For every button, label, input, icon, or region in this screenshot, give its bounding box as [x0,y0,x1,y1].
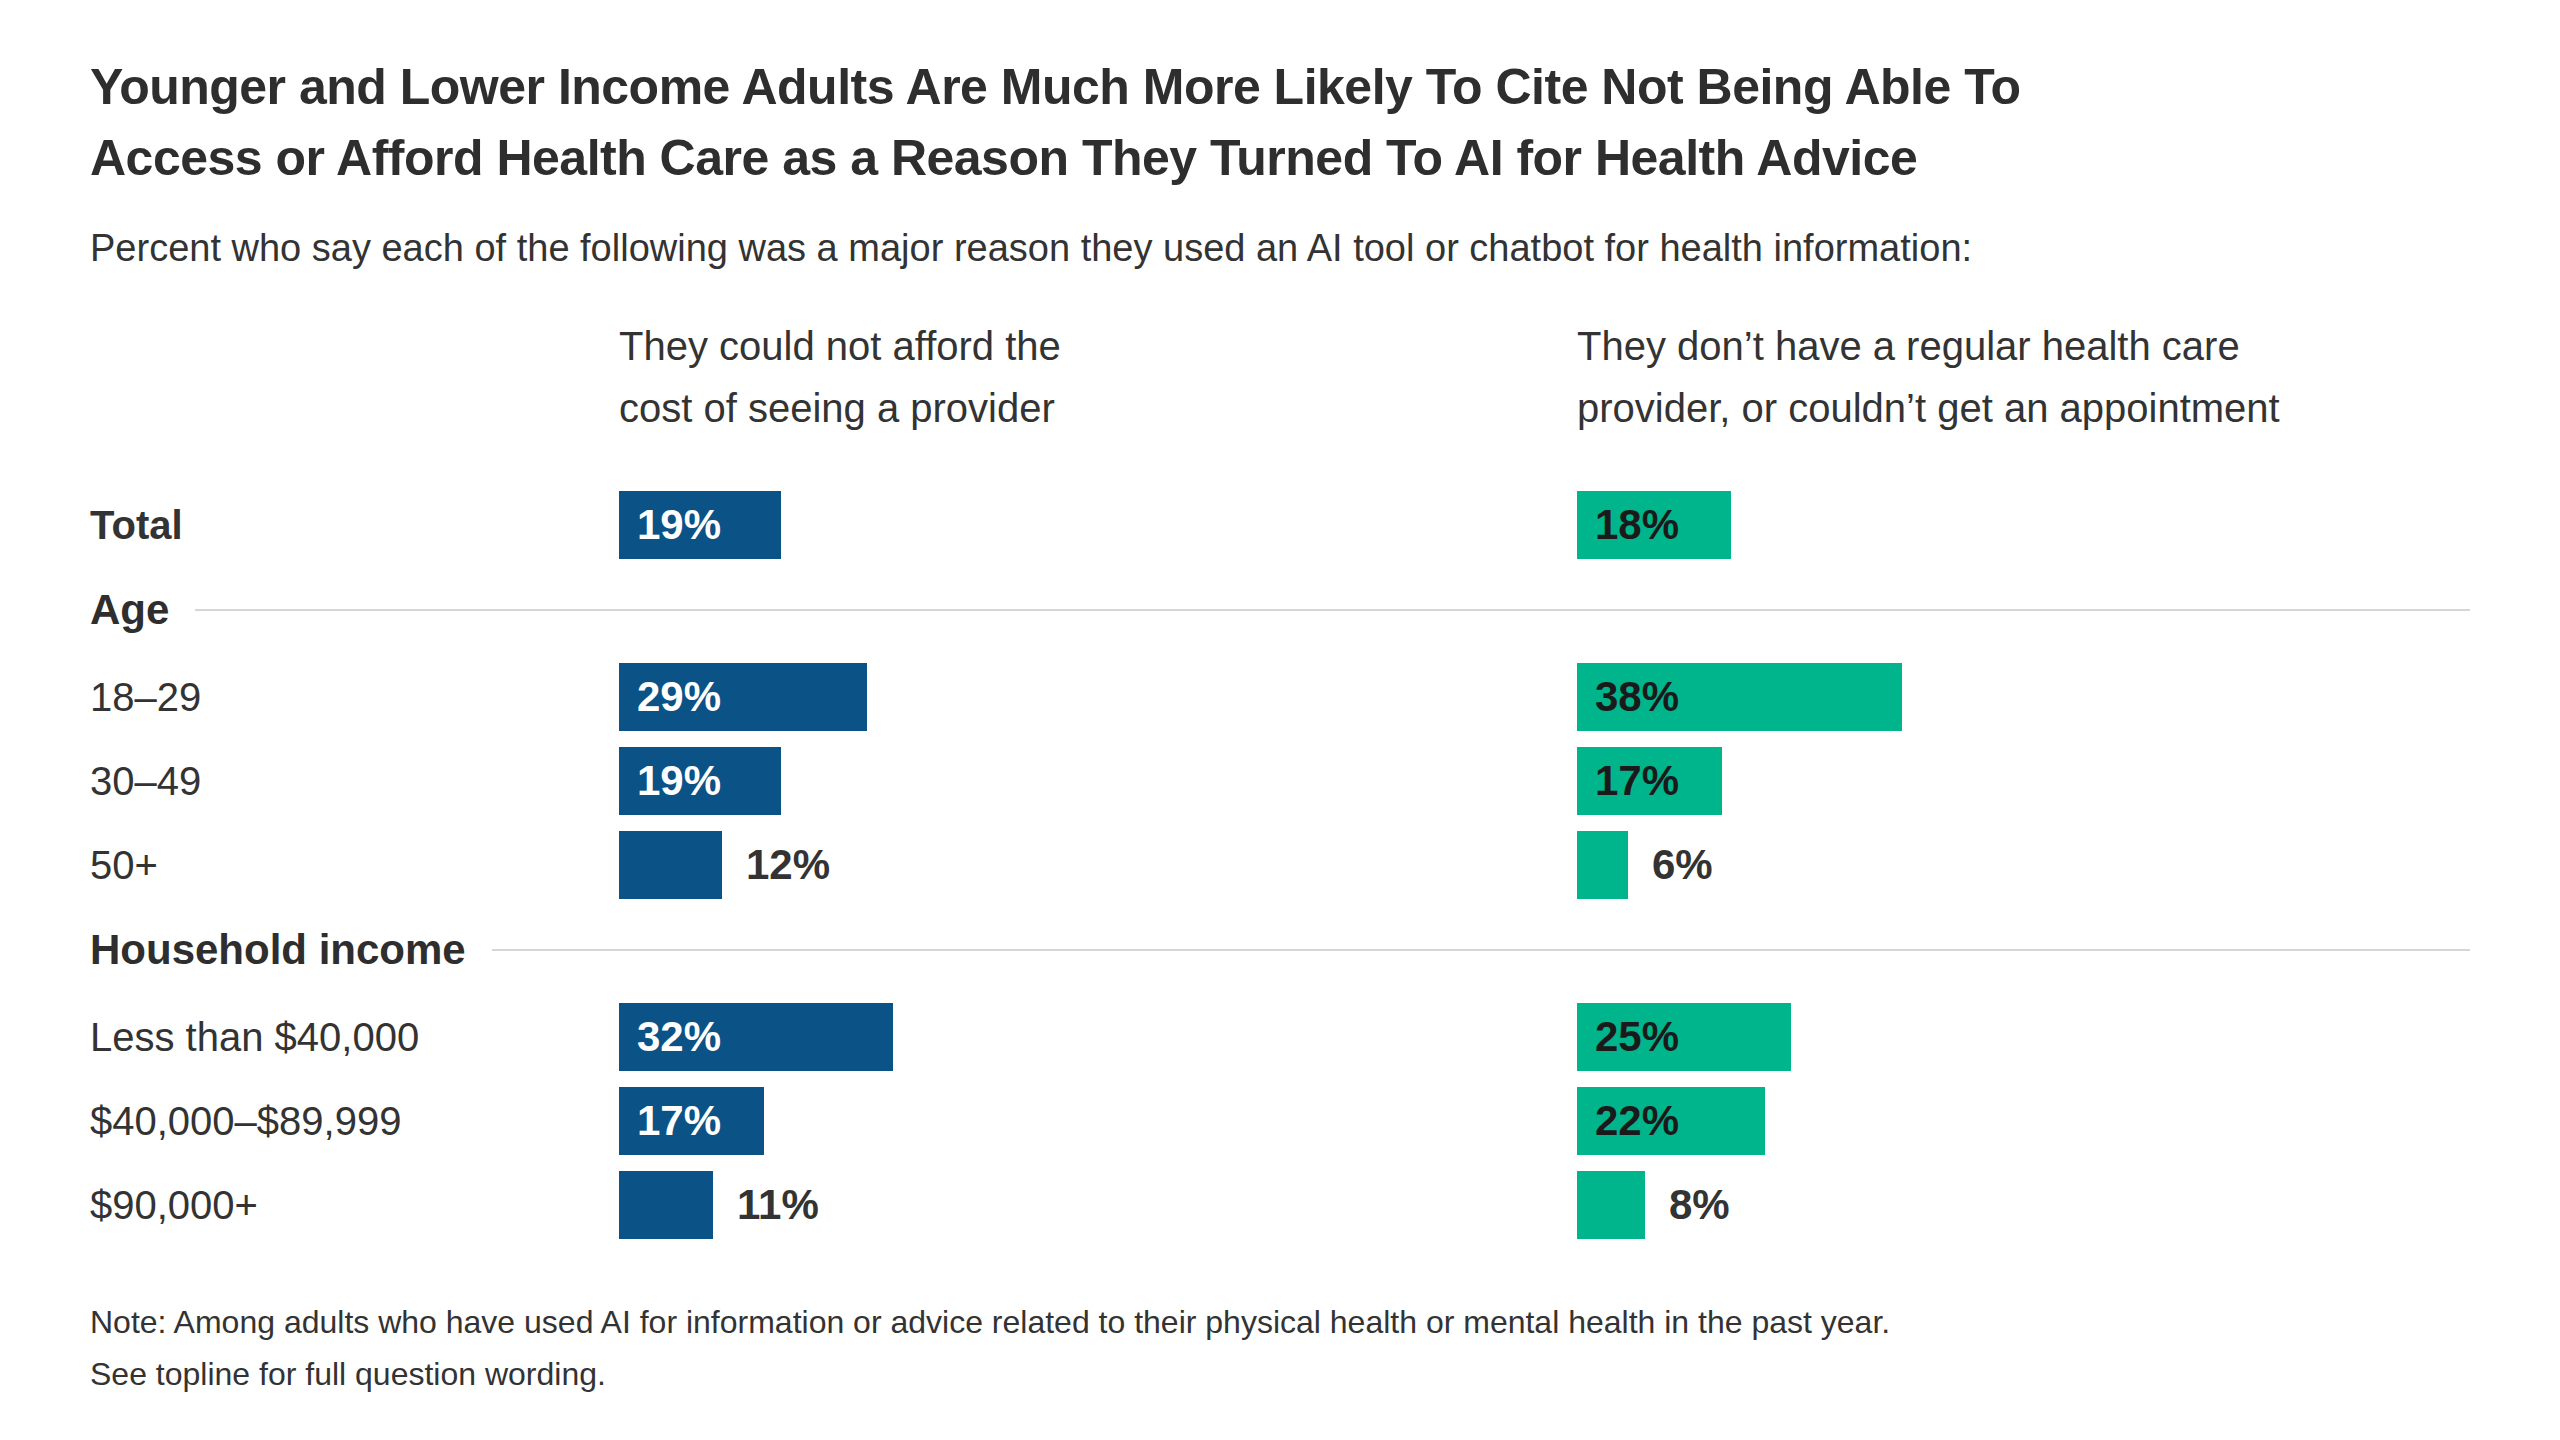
section-divider-line [195,609,2470,611]
bar-value-label: 22% [1577,1097,1679,1145]
bar-cell-affordability: 17% [619,1087,1577,1155]
chart-row-30-49: 30–4919% 17% [90,747,2470,815]
bar-no-provider [1577,831,1628,899]
section-header-household-income: Household income [90,917,2470,983]
row-label: Less than $40,000 [90,1015,619,1060]
bar-value-label: 19% [619,501,721,549]
chart-note: Note: Among adults who have used AI for … [90,1297,2470,1399]
section-divider-line [492,949,2470,951]
row-label: $40,000–$89,999 [90,1099,619,1144]
bar-affordability [619,831,722,899]
bar-value-label: 18% [1577,501,1679,549]
bar-no-provider: 25% [1577,1003,1791,1071]
chart-title: Younger and Lower Income Adults Are Much… [90,52,2470,194]
bar-no-provider: 17% [1577,747,1722,815]
bar-value-label: 32% [619,1013,721,1061]
bar-affordability: 29% [619,663,867,731]
bar-value-label: 12% [746,841,830,889]
bar-value-label: 38% [1577,673,1679,721]
chart-row-40-000-89-999: $40,000–$89,99917% 22% [90,1087,2470,1155]
row-label: $90,000+ [90,1183,619,1228]
bar-no-provider: 38% [1577,663,1902,731]
bar-cell-affordability: 29% [619,663,1577,731]
column-header-affordability: They could not afford the cost of seeing… [619,315,1577,439]
column-header-spacer [90,315,619,439]
bar-affordability: 19% [619,747,781,815]
section-label: Age [90,586,169,634]
bar-cell-no-provider: 8% [1577,1171,2470,1239]
bar-cell-affordability: 19% [619,491,1577,559]
bar-value-label: 17% [619,1097,721,1145]
column-headers: They could not afford the cost of seeing… [90,315,2470,439]
bar-cell-no-provider: 6% [1577,831,2470,899]
bar-affordability: 32% [619,1003,893,1071]
chart-row-90-000: $90,000+ 11% 8% [90,1171,2470,1239]
bar-value-label: 19% [619,757,721,805]
chart-row-total: Total19% 18% [90,491,2470,559]
bar-value-label: 25% [1577,1013,1679,1061]
bar-affordability: 19% [619,491,781,559]
bar-cell-affordability: 32% [619,1003,1577,1071]
chart-page: Younger and Lower Income Adults Are Much… [0,0,2560,1440]
bar-cell-no-provider: 25% [1577,1003,2470,1071]
bar-cell-no-provider: 38% [1577,663,2470,731]
bar-no-provider [1577,1171,1645,1239]
bar-affordability [619,1171,713,1239]
section-header-age: Age [90,577,2470,643]
bar-cell-affordability: 19% [619,747,1577,815]
bar-value-label: 11% [737,1181,819,1229]
bar-value-label: 29% [619,673,721,721]
chart-row-18-29: 18–2929% 38% [90,663,2470,731]
column-header-no-provider: They don’t have a regular health care pr… [1577,315,2470,439]
bar-cell-no-provider: 17% [1577,747,2470,815]
chart-rows: Total19%18%Age18–2929%38%30–4919%17%50+1… [90,491,2470,1239]
section-label: Household income [90,926,466,974]
bar-value-label: 8% [1669,1181,1730,1229]
chart-row-50: 50+ 12% 6% [90,831,2470,899]
bar-cell-no-provider: 22% [1577,1087,2470,1155]
row-label: 50+ [90,843,619,888]
chart-subtitle: Percent who say each of the following wa… [90,224,2470,273]
bar-no-provider: 22% [1577,1087,1765,1155]
row-label: 30–49 [90,759,619,804]
bar-cell-no-provider: 18% [1577,491,2470,559]
bar-value-label: 17% [1577,757,1679,805]
bar-no-provider: 18% [1577,491,1731,559]
bar-value-label: 6% [1652,841,1713,889]
row-label: Total [90,503,619,548]
bar-cell-affordability: 11% [619,1171,1577,1239]
chart-row-less-than-40-000: Less than $40,00032% 25% [90,1003,2470,1071]
bar-cell-affordability: 12% [619,831,1577,899]
row-label: 18–29 [90,675,619,720]
bar-affordability: 17% [619,1087,764,1155]
